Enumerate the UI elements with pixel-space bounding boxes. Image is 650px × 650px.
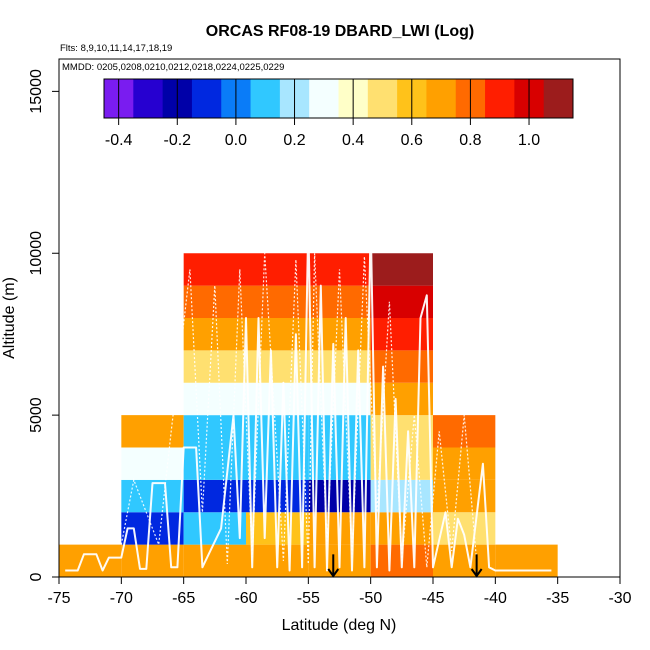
heatmap-cell: [495, 544, 558, 577]
heatmap-cell: [433, 447, 496, 480]
y-axis-label: Altitude (m): [1, 277, 18, 359]
heatmap-cell: [370, 350, 433, 383]
x-tick-label: -75: [47, 590, 70, 607]
y-tick-label: 10000: [28, 231, 45, 276]
heatmap-cell: [246, 350, 309, 383]
heatmap-cell: [183, 382, 246, 416]
x-tick-label: -70: [110, 590, 133, 607]
heatmap-cell: [183, 253, 246, 286]
flight-track-dotted: [120, 253, 478, 568]
arrow-head: [327, 568, 340, 578]
x-tick-label: -35: [546, 590, 569, 607]
colorbar-tick-label: 1.0: [518, 132, 540, 149]
heatmap-cell: [246, 318, 309, 351]
heatmap-cell: [121, 415, 184, 448]
colorbar: -0.4 -0.2 0.0 0.2 0.4 0.6 0.8 1.0: [103, 78, 574, 149]
colorbar-swatch: [133, 79, 164, 118]
colorbar-tick-label: 0.2: [283, 132, 305, 149]
heatmap-cell: [433, 544, 496, 577]
plot-frame: [58, 58, 621, 578]
heatmap-cell: [308, 479, 371, 513]
heatmap-cell: [370, 512, 433, 545]
flight-track-line: [65, 219, 552, 572]
x-tick-label: -65: [172, 590, 195, 607]
heatmap-cell: [121, 544, 184, 577]
heatmap-cell: [59, 544, 122, 577]
chart-title: ORCAS RF08-19 DBARD_LWI (Log): [206, 23, 474, 40]
x-tick-label: -45: [421, 590, 444, 607]
x-tick-label: -50: [359, 590, 382, 607]
heatmap-cells: [59, 253, 558, 577]
y-tick-label: 0: [28, 572, 45, 581]
heatmap-cell: [121, 447, 184, 480]
colorbar-swatch: [485, 79, 515, 118]
colorbar-tick-label: 0.0: [225, 132, 247, 149]
flight-tracks: [65, 219, 552, 572]
x-axis: -75 -70 -65 -60 -55 -50 -45 -40 -35 -30: [47, 577, 632, 607]
colorbar-swatch: [309, 79, 339, 118]
dates-label: MMDD: 0205,0208,0210,0212,0218,0224,0225…: [62, 62, 284, 73]
colorbar-swatch: [426, 79, 457, 118]
y-axis: 0 5000 10000 15000: [28, 69, 59, 581]
colorbar-tick-label: -0.2: [163, 132, 191, 149]
colorbar-tick-label: 0.8: [459, 132, 481, 149]
arrow-head: [470, 568, 483, 578]
colorbar-border: [103, 78, 574, 119]
flights-label: Flts: 8,9,10,11,14,17,18,19: [60, 43, 172, 54]
colorbar-swatch: [191, 79, 222, 118]
heatmap-cell: [370, 285, 433, 318]
y-tick-label: 5000: [28, 397, 45, 433]
heatmap-cell: [370, 253, 433, 286]
heatmap-cell: [308, 285, 371, 318]
heatmap-cell: [183, 479, 246, 513]
heatmap-cell: [246, 253, 309, 286]
x-tick-label: -55: [297, 590, 320, 607]
heatmap-cell: [370, 479, 433, 513]
x-tick-label: -60: [234, 590, 257, 607]
heatmap-cell: [246, 479, 309, 513]
latitude-arrows: [327, 554, 483, 578]
colorbar-tick-label: 0.6: [401, 132, 423, 149]
heatmap-cell: [308, 350, 371, 383]
x-tick-label: -30: [608, 590, 631, 607]
x-axis-label: Latitude (deg N): [282, 617, 397, 634]
heatmap-cell: [370, 382, 433, 416]
heatmap-cell: [183, 350, 246, 383]
x-tick-label: -40: [484, 590, 507, 607]
colorbar-tick-label: -0.4: [105, 132, 133, 149]
y-tick-label: 15000: [28, 69, 45, 114]
heatmap-cell: [246, 285, 309, 318]
colorbar-swatch: [367, 79, 398, 118]
heatmap-cell: [370, 318, 433, 351]
heatmap-cell: [183, 415, 246, 448]
colorbar-swatch: [250, 79, 281, 118]
heatmap-cell: [183, 544, 246, 577]
colorbar-tick-label: 0.4: [342, 132, 364, 149]
colorbar-swatch: [543, 79, 574, 118]
heatmap-cell: [183, 318, 246, 351]
